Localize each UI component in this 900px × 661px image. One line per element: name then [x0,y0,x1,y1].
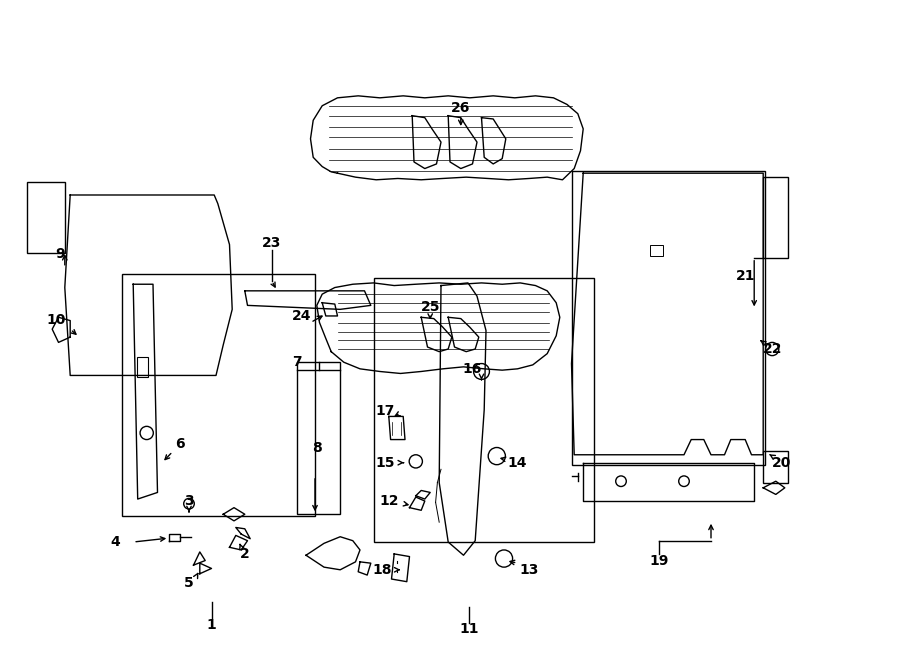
Text: 17: 17 [375,404,395,418]
Text: 5: 5 [184,576,194,590]
Text: 13: 13 [519,563,539,577]
Text: 16: 16 [463,362,482,376]
Bar [122,274,315,516]
Text: 15: 15 [375,455,395,470]
Text: 14: 14 [508,455,527,470]
Text: 2: 2 [240,547,249,561]
Text: 26: 26 [451,101,471,116]
Text: 8: 8 [312,441,321,455]
Text: 12: 12 [379,494,399,508]
Bar [374,278,594,542]
Text: 20: 20 [771,455,791,470]
Text: 25: 25 [420,299,440,314]
Text: 4: 4 [111,535,120,549]
Text: 21: 21 [735,269,755,284]
Text: 24: 24 [292,309,311,323]
Text: 9: 9 [56,247,65,262]
Text: 23: 23 [262,236,282,251]
Text: 6: 6 [176,437,184,451]
Text: 10: 10 [46,313,66,327]
Bar [763,451,788,483]
Bar [297,362,340,514]
Bar [650,245,663,256]
Bar [27,182,65,253]
Bar [572,171,765,465]
Text: 18: 18 [373,563,392,577]
Text: 1: 1 [207,617,216,632]
Bar [763,177,788,258]
Text: 7: 7 [292,355,302,369]
Bar [137,357,148,377]
Text: 3: 3 [184,494,194,508]
Text: 11: 11 [459,622,479,637]
Text: 19: 19 [649,553,669,568]
Text: 22: 22 [762,342,782,356]
